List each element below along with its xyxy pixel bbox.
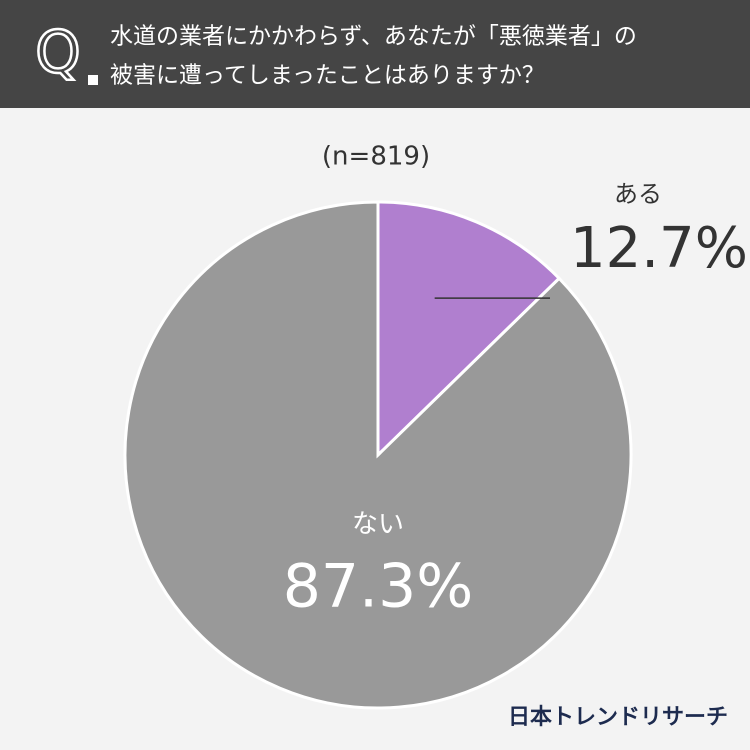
value-label: 87.3% [283,552,474,622]
category-label: ない [352,510,404,540]
category-label: ある [614,180,662,208]
subtitle: (n=819) [322,142,430,172]
value-label: 12.7% [570,216,748,281]
question-mark: Q [35,18,81,86]
title-line: 水道の業者にかかわらず、あなたが「悪徳業者」の [110,24,637,50]
title-line: 被害に遭ってしまったことはありますか？ [110,63,545,89]
question-dot [88,75,98,85]
pie-slice [123,200,633,710]
header-bar [0,0,750,108]
pie-slice [376,200,562,459]
source: 日本トレンドリサーチ [508,705,728,730]
